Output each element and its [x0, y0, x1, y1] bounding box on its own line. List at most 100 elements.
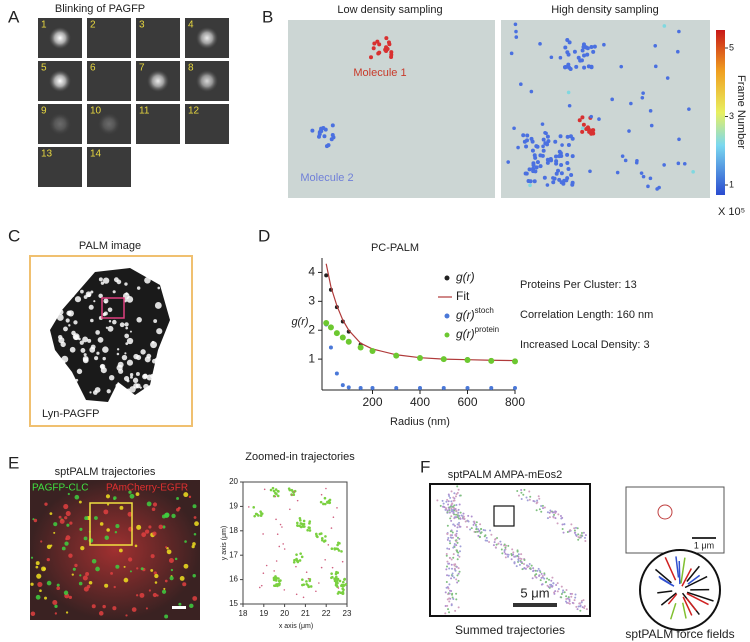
spot: [36, 573, 42, 579]
data-point: [323, 320, 330, 326]
legend-superscript: stoch: [475, 306, 494, 315]
trajectory: [274, 495, 277, 498]
localization: [318, 128, 323, 133]
spot: [164, 512, 170, 518]
channel-label: PAmCherry-EGFR: [106, 483, 188, 494]
trajectory: [446, 511, 449, 514]
trajectory: [277, 583, 281, 587]
trajectory: [517, 560, 520, 563]
hole: [56, 314, 64, 321]
spot: [46, 580, 52, 586]
trajectory: [450, 563, 453, 566]
trajectory: [584, 539, 587, 542]
y-tick-label: 20: [229, 477, 238, 486]
trajectory: [455, 530, 458, 533]
hole: [121, 354, 128, 361]
hole: [116, 348, 120, 351]
localization: [369, 55, 374, 60]
trajectory: [452, 512, 455, 515]
localization: [323, 127, 328, 132]
hole: [116, 352, 120, 356]
trajectory: [328, 498, 332, 502]
trajectory: [561, 591, 564, 594]
trajectory: [452, 523, 455, 526]
image-caption: Lyn-PAGFP: [42, 408, 99, 420]
force-arrow: [681, 568, 693, 587]
trajectory: [505, 544, 508, 547]
spot: [61, 546, 66, 551]
x-tick-label: 20: [280, 609, 289, 618]
trajectory: [501, 552, 504, 555]
trajectory: [330, 572, 333, 575]
localization: [543, 141, 548, 146]
hole: [80, 289, 84, 294]
trajectory: [293, 558, 296, 562]
localization: [558, 134, 563, 139]
spot: [182, 582, 187, 587]
trajectory: [341, 560, 344, 563]
frame-number: 8: [188, 63, 194, 74]
trajectory: [262, 533, 264, 535]
colorbar-tick-label: 1: [729, 179, 734, 189]
trajectory: [526, 565, 529, 568]
trajectory: [336, 592, 340, 595]
hole: [79, 277, 83, 280]
hole: [126, 295, 134, 303]
spot: [74, 563, 78, 568]
hole: [140, 349, 146, 355]
trajectory: [273, 570, 275, 572]
trajectory: [484, 539, 487, 542]
spot: [166, 549, 172, 555]
trajectory: [446, 538, 449, 541]
x-tick-label: 600: [457, 395, 477, 409]
localization: [562, 65, 567, 69]
hole: [136, 286, 141, 290]
image-caption: sptPALM force fields: [625, 627, 734, 641]
trajectory: [536, 569, 539, 572]
localization: [590, 128, 595, 133]
trajectory: [453, 542, 456, 545]
trajectory: [583, 605, 586, 608]
hole: [86, 293, 91, 298]
trajectory: [542, 507, 545, 510]
localization: [329, 137, 334, 142]
trajectory: [568, 598, 571, 601]
spot: [118, 548, 123, 553]
trajectory: [257, 514, 260, 517]
trajectory: [483, 535, 486, 538]
trajectory: [526, 499, 529, 502]
localization: [389, 50, 394, 55]
trajectory: [464, 520, 467, 523]
hole: [58, 369, 65, 377]
trajectory: [456, 526, 459, 529]
localization: [582, 53, 587, 58]
force-arrow: [682, 596, 693, 616]
trajectory: [458, 503, 461, 506]
hole: [113, 277, 119, 283]
trajectory: [301, 522, 304, 526]
trajectory: [445, 553, 448, 556]
localization: [565, 160, 570, 165]
spot: [189, 603, 194, 609]
spot: [148, 525, 152, 529]
trajectory: [476, 530, 479, 533]
localization: [641, 174, 646, 179]
trajectory: [479, 523, 482, 526]
y-axis-label: y axis (μm): [221, 526, 228, 560]
spot: [151, 507, 156, 512]
hole: [94, 356, 99, 361]
hole: [89, 346, 96, 353]
hole: [100, 364, 105, 369]
trajectory: [448, 562, 451, 565]
force-arrow: [686, 565, 700, 582]
trajectory: [269, 488, 273, 492]
hole: [154, 302, 162, 309]
trajectory: [503, 549, 506, 552]
trajectory: [446, 574, 449, 577]
hole: [132, 377, 139, 384]
data-point: [512, 358, 518, 365]
spot: [164, 579, 168, 583]
trajectory: [288, 488, 292, 492]
trajectory: [456, 536, 459, 539]
trajectory: [446, 498, 449, 501]
